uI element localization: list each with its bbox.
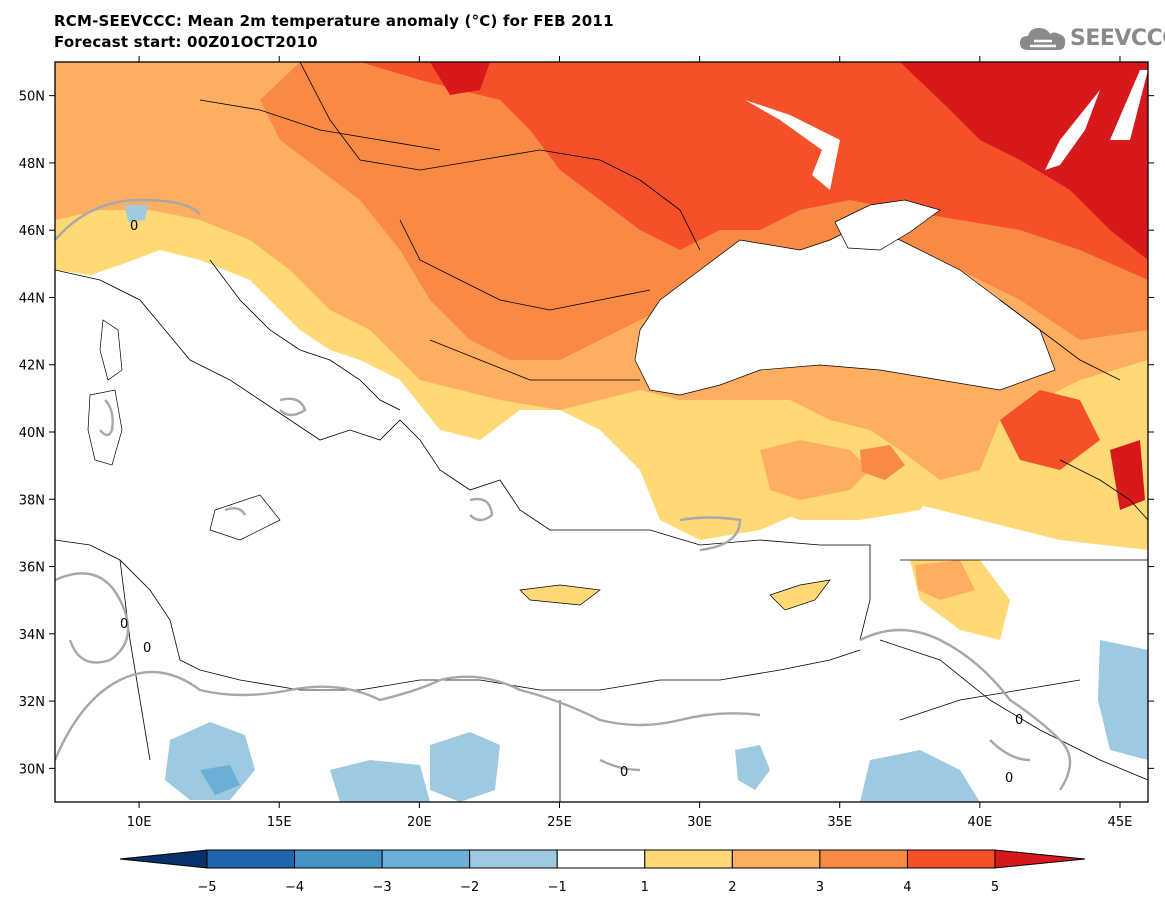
coastlines: [55, 62, 1148, 802]
colorbar-max-arrow: [994, 849, 1086, 869]
lon-tick-label: 30E: [687, 815, 712, 830]
colorbar-segment: [556, 849, 646, 869]
contour-label: 0: [130, 219, 138, 234]
colorbar-label: 3: [816, 880, 824, 895]
colorbar-label: 4: [903, 880, 911, 895]
contour-label: 0: [1005, 771, 1013, 786]
latitude-axis: 50N 48N 46N 44N 42N 40N 38N 36N 34N 32N 30N: [19, 90, 1154, 777]
lat-tick-label: 34N: [19, 628, 45, 643]
contour-label: 0: [143, 641, 151, 656]
colorbar-segment: [381, 849, 471, 869]
colorbar-segment: [819, 849, 908, 869]
contour-labels: 0 0 0 0 0 0: [120, 219, 1023, 786]
map-title: RCM-SEEVCCC: Mean 2m temperature anomaly…: [54, 12, 614, 30]
cloud-icon: [1020, 28, 1066, 50]
zero-contours: [55, 198, 1072, 791]
anomaly-fields: [55, 62, 1148, 802]
contour-label: 0: [620, 765, 628, 780]
colorbar-segment: [469, 849, 558, 869]
lat-tick-label: 46N: [19, 224, 45, 239]
lat-tick-label: 30N: [19, 762, 45, 777]
lon-tick-label: 25E: [547, 815, 572, 830]
lon-tick-label: 40E: [967, 815, 992, 830]
lat-tick-label: 40N: [19, 426, 45, 441]
colorbar-label: 1: [641, 880, 649, 895]
contour-label: 0: [120, 617, 128, 632]
colorbar-segment: [731, 849, 821, 869]
lon-tick-label: 20E: [407, 815, 432, 830]
colorbar-min-arrow: [119, 849, 208, 869]
lon-tick-label: 35E: [827, 815, 852, 830]
colorbar-label: −5: [197, 880, 216, 895]
lat-tick-label: 32N: [19, 695, 45, 710]
lon-tick-label: 15E: [267, 815, 292, 830]
colorbar-segment: [206, 849, 296, 869]
longitude-axis: 10E 15E 20E 25E 30E 35E 40E 45E: [127, 56, 1133, 830]
colorbar-label: −3: [373, 880, 392, 895]
colorbar-label: 5: [991, 880, 999, 895]
colorbar-segment: [644, 849, 733, 869]
lat-tick-label: 38N: [19, 493, 45, 508]
forecast-start-label: Forecast start: 00Z01OCT2010: [54, 33, 318, 51]
colorbar-label: −1: [548, 880, 567, 895]
lon-tick-label: 10E: [127, 815, 152, 830]
lat-tick-label: 36N: [19, 561, 45, 576]
colorbar: −5 −4 −3 −2 −1 1 2 3 4 5: [119, 849, 1086, 895]
lat-tick-label: 44N: [19, 291, 45, 306]
colorbar-segment: [294, 849, 383, 869]
lon-tick-label: 45E: [1108, 815, 1133, 830]
seevccc-logo: SEEVCCC: [1018, 22, 1165, 56]
contour-label: 0: [1015, 713, 1023, 728]
lat-tick-label: 50N: [19, 90, 45, 105]
colorbar-label: −2: [460, 880, 479, 895]
colorbar-label: 2: [728, 880, 736, 895]
colorbar-segment: [906, 849, 996, 869]
lat-tick-label: 48N: [19, 157, 45, 172]
colorbar-label: −4: [285, 880, 304, 895]
logo-text: SEEVCCC: [1070, 26, 1165, 51]
lat-tick-label: 42N: [19, 359, 45, 374]
